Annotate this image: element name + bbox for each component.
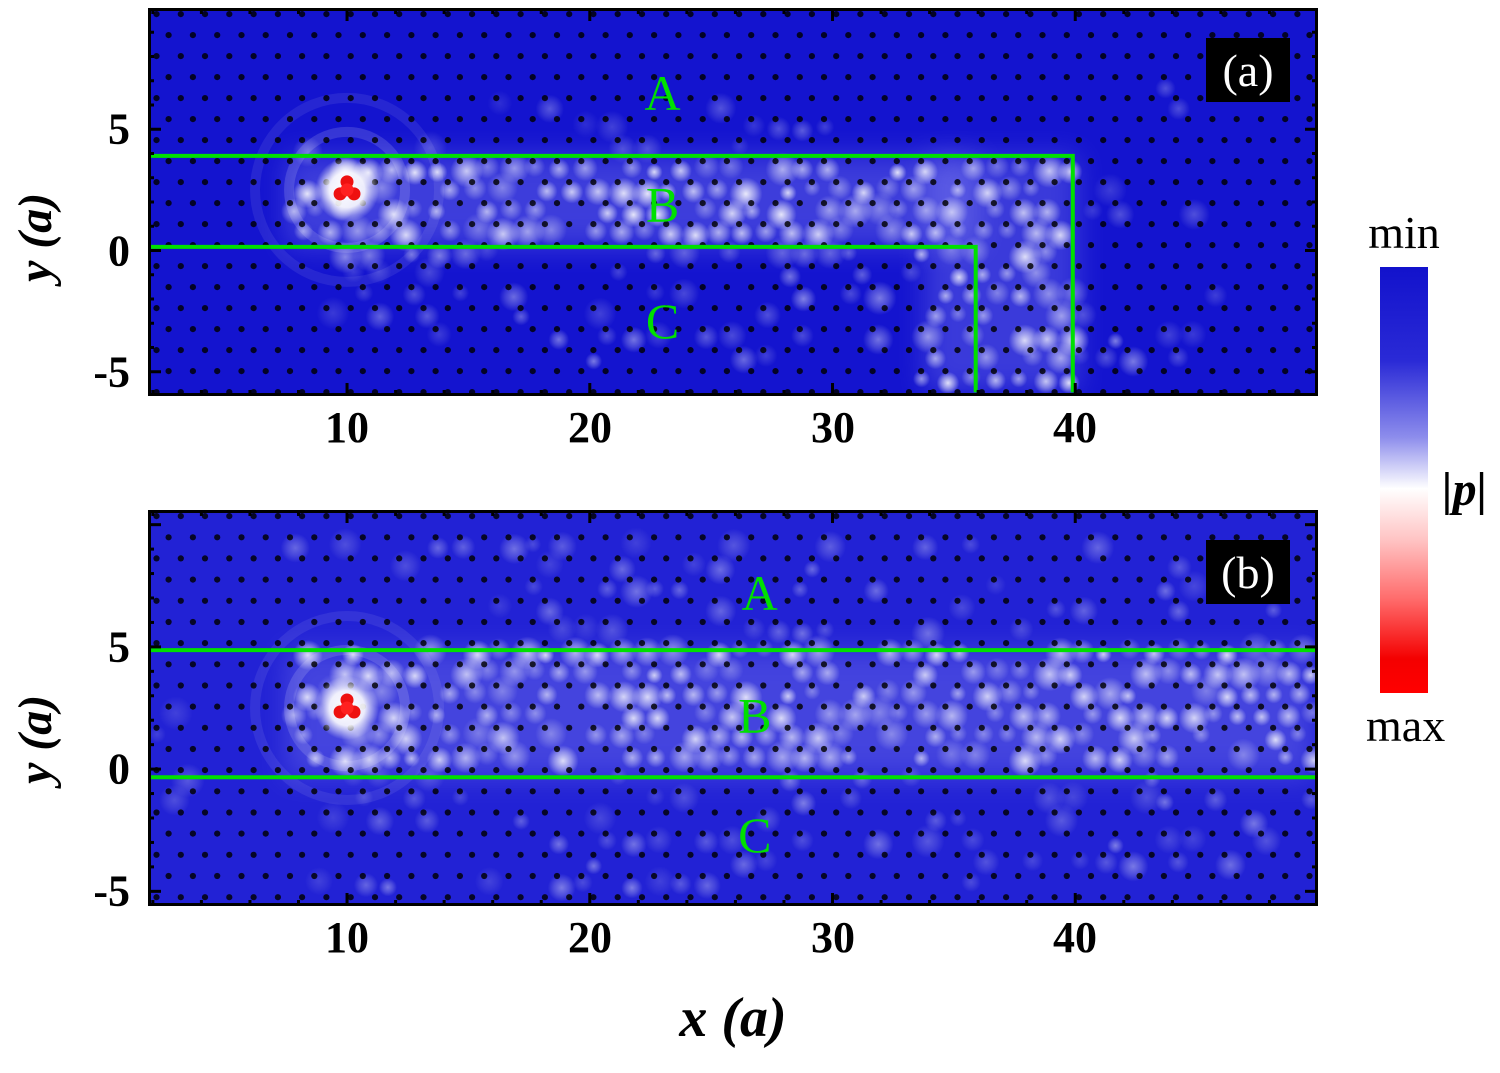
colorbar: min max <box>1366 206 1446 752</box>
x-tick-label: 20 <box>568 403 612 452</box>
colorbar-gradient <box>1380 267 1428 693</box>
panel-b-heatmap: A B C (b) <box>148 510 1318 906</box>
x-tick-label: 10 <box>325 913 369 962</box>
x-tick-label: 30 <box>811 403 855 452</box>
svg-text:A: A <box>645 65 681 121</box>
x-tick-label: 20 <box>568 913 612 962</box>
panel-tag: (b) <box>1221 547 1275 598</box>
y-tick-label: -5 <box>93 347 130 397</box>
x-tick-label: 10 <box>325 403 369 452</box>
svg-text:B: B <box>738 687 771 743</box>
x-tick-label: 40 <box>1053 403 1097 452</box>
panel-a-heatmap: AB C (a) <box>148 8 1318 396</box>
x-axis-label: x (a) <box>679 987 787 1049</box>
y-tick-label: 0 <box>108 226 130 276</box>
panel-tag: (a) <box>1222 45 1273 96</box>
svg-text:C: C <box>738 807 771 863</box>
y-tick-label: 0 <box>108 744 130 794</box>
svg-text:A: A <box>742 565 778 621</box>
y-tick-label: 5 <box>108 622 130 672</box>
panel-b-ytick-labels: 5 0 -5 <box>52 510 140 916</box>
colorbar-max-label: max <box>1366 700 1446 751</box>
panel-b-xtick-labels: 10 20 30 40 <box>148 912 1318 966</box>
svg-text:C: C <box>646 293 679 349</box>
panel-a-ytick-labels: 5 0 -5 <box>52 8 140 397</box>
panel-a-xtick-labels: 10 20 30 40 <box>148 402 1318 456</box>
x-tick-label: 40 <box>1053 913 1097 962</box>
colorbar-min-label: min <box>1368 207 1440 258</box>
y-tick-label: 5 <box>108 104 130 154</box>
colorbar-quantity-label: |p| <box>1442 463 1488 516</box>
y-axis-label-panel-a: y (a) <box>9 192 62 282</box>
svg-text:B: B <box>646 176 679 232</box>
y-tick-label: -5 <box>93 866 130 916</box>
y-axis-label-panel-b: y (a) <box>9 694 62 784</box>
x-tick-label: 30 <box>811 913 855 962</box>
